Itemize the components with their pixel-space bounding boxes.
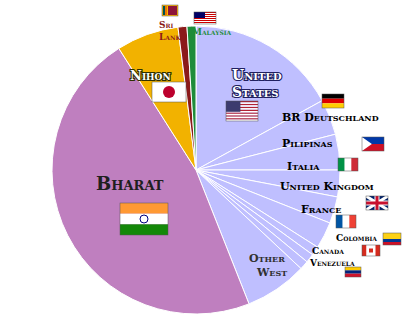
flag-border bbox=[336, 215, 356, 228]
flag bbox=[152, 82, 186, 102]
flag bbox=[194, 12, 216, 24]
flag-part bbox=[194, 22, 216, 23]
slice-label: Bharat bbox=[96, 173, 164, 194]
flag-part bbox=[383, 233, 401, 239]
slice-label: France bbox=[301, 203, 341, 216]
flag-border bbox=[383, 233, 401, 245]
flag-part bbox=[366, 196, 388, 210]
flag bbox=[366, 196, 388, 210]
flag-part bbox=[162, 5, 178, 16]
flag-part bbox=[351, 158, 358, 171]
slice-label: UnitedStates bbox=[232, 67, 282, 100]
flag-part bbox=[322, 94, 344, 99]
flag-part bbox=[120, 224, 168, 235]
pie-slice bbox=[119, 27, 196, 170]
slice-label: United Kingdom bbox=[280, 180, 374, 193]
pie-slice bbox=[187, 26, 196, 170]
flag-part bbox=[383, 242, 401, 245]
flag-border bbox=[194, 12, 216, 24]
flag bbox=[362, 245, 380, 256]
slice-label: Nihon bbox=[130, 68, 171, 83]
slice-label: Sri Lanka bbox=[159, 20, 185, 42]
flag bbox=[383, 233, 401, 245]
flag-border bbox=[226, 101, 258, 121]
flag-part bbox=[383, 239, 401, 242]
label-line: West bbox=[256, 266, 287, 279]
flag-border bbox=[338, 158, 358, 171]
flag-part bbox=[322, 99, 344, 104]
label-line: Lanka bbox=[159, 32, 185, 42]
flag-part bbox=[322, 103, 344, 108]
flag bbox=[322, 94, 344, 108]
slice-label: Canada bbox=[312, 246, 344, 256]
flag bbox=[345, 267, 361, 277]
label-line: Sri bbox=[159, 20, 173, 30]
flag-part bbox=[194, 12, 205, 18]
flag-border bbox=[152, 82, 186, 102]
slice-label: Italia bbox=[287, 160, 320, 173]
labels: UnitedStatesBR Deutschland Pilipinas Itali… bbox=[96, 20, 379, 279]
flag bbox=[226, 101, 258, 121]
flag-part bbox=[366, 202, 388, 205]
flag-part bbox=[376, 245, 381, 256]
flag-part bbox=[226, 115, 258, 116]
flag-part bbox=[362, 245, 367, 256]
flag-part bbox=[345, 158, 352, 171]
label-line: United bbox=[232, 67, 282, 83]
flag-part bbox=[345, 270, 361, 273]
flag-border bbox=[322, 94, 344, 108]
flag-part bbox=[226, 118, 258, 119]
chart: UnitedStatesBR Deutschland Pilipinas Itali… bbox=[0, 0, 406, 316]
flag-part bbox=[194, 21, 216, 22]
flag-part bbox=[369, 249, 373, 253]
flag-part bbox=[194, 18, 216, 19]
flag-border bbox=[345, 267, 361, 277]
slice-label: OtherWest bbox=[249, 252, 287, 279]
label-line: Other bbox=[249, 252, 285, 265]
flag-part bbox=[362, 137, 372, 151]
flag-part bbox=[140, 215, 148, 223]
flag-border bbox=[366, 196, 388, 210]
flag bbox=[120, 203, 168, 235]
flag-part bbox=[163, 86, 175, 98]
flag-border bbox=[162, 5, 178, 16]
flag bbox=[362, 137, 384, 151]
flag-border bbox=[362, 245, 380, 256]
flag-part bbox=[226, 101, 240, 112]
slice-label: Pilipinas bbox=[282, 137, 333, 150]
flag-part bbox=[366, 196, 388, 210]
slice-label: Colombia bbox=[336, 233, 377, 243]
flag-part bbox=[194, 19, 216, 20]
flag-part bbox=[345, 274, 361, 277]
flag-part bbox=[367, 245, 376, 256]
flag-part bbox=[168, 6, 177, 15]
flags bbox=[120, 5, 401, 277]
flag-part bbox=[165, 6, 167, 15]
label-line: States bbox=[232, 84, 279, 100]
flag-border bbox=[362, 137, 384, 151]
pie bbox=[52, 26, 340, 314]
flag bbox=[162, 5, 178, 16]
flag-part bbox=[194, 20, 216, 21]
flag-part bbox=[152, 82, 186, 102]
flag-part bbox=[226, 117, 258, 118]
flag bbox=[338, 158, 358, 171]
slice-label: BR Deutschland bbox=[282, 111, 379, 124]
flag-part bbox=[120, 203, 168, 214]
flag bbox=[336, 215, 356, 228]
flag-part bbox=[343, 215, 350, 228]
flag-part bbox=[163, 6, 165, 15]
flag-part bbox=[345, 267, 361, 270]
flag-part bbox=[120, 214, 168, 225]
flag-part bbox=[226, 114, 258, 115]
flag-part bbox=[349, 215, 356, 228]
flag-part bbox=[336, 215, 343, 228]
slice-label: Malaysia bbox=[192, 27, 232, 37]
flag-part bbox=[226, 112, 258, 113]
slice-label: Venezuela bbox=[309, 258, 355, 268]
flag-part bbox=[338, 158, 345, 171]
flag-border bbox=[120, 203, 168, 235]
